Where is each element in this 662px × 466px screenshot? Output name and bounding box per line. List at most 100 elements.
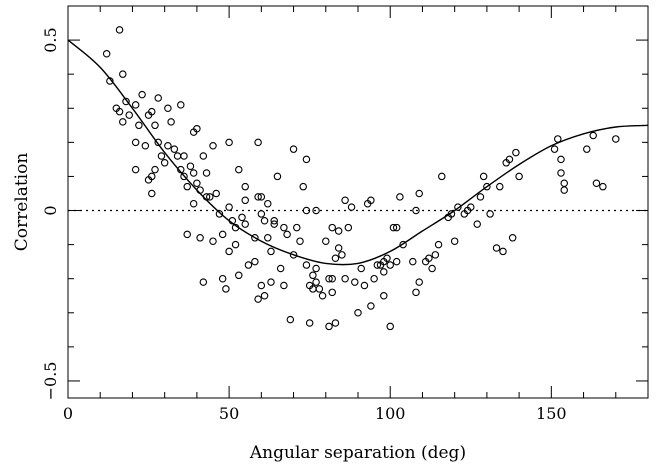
data-point xyxy=(115,26,124,34)
data-point xyxy=(131,138,140,147)
data-point xyxy=(267,278,275,286)
y-tick-label: −0.5 xyxy=(41,362,60,401)
axis-ticks xyxy=(67,6,648,398)
data-point xyxy=(193,179,201,188)
data-point xyxy=(225,203,233,211)
data-point xyxy=(331,319,340,327)
data-point xyxy=(438,172,446,181)
data-point xyxy=(154,138,162,147)
data-point xyxy=(328,288,336,297)
data-point xyxy=(209,142,217,150)
data-point xyxy=(196,234,204,242)
data-point xyxy=(122,97,130,106)
data-point xyxy=(264,199,272,208)
data-point xyxy=(189,169,198,177)
data-point xyxy=(151,165,159,174)
data-point xyxy=(428,264,436,273)
data-point xyxy=(148,189,156,198)
data-point xyxy=(318,291,327,300)
data-point xyxy=(515,172,523,181)
data-point xyxy=(396,193,404,201)
data-point xyxy=(496,182,504,191)
data-points xyxy=(102,26,620,331)
data-point xyxy=(386,322,394,331)
data-point xyxy=(251,257,259,266)
data-point xyxy=(512,148,520,157)
data-point xyxy=(241,196,249,205)
data-point xyxy=(312,206,320,215)
data-point xyxy=(344,223,353,232)
data-point xyxy=(260,291,269,300)
data-point xyxy=(505,155,514,164)
data-point xyxy=(328,274,336,283)
data-point xyxy=(415,278,423,286)
data-point xyxy=(476,193,485,201)
data-point xyxy=(331,254,340,262)
data-point xyxy=(196,186,204,194)
data-point xyxy=(148,172,156,181)
data-point xyxy=(260,216,269,225)
data-point xyxy=(309,271,317,280)
data-point xyxy=(380,291,388,300)
data-point xyxy=(225,247,233,256)
data-point xyxy=(370,274,378,283)
data-point xyxy=(202,169,211,177)
data-point xyxy=(550,145,559,153)
data-point xyxy=(154,94,162,102)
data-point xyxy=(254,295,262,303)
data-point xyxy=(612,135,620,143)
data-point xyxy=(293,223,301,232)
data-point xyxy=(148,107,156,116)
data-point xyxy=(257,281,266,290)
data-point xyxy=(389,223,398,232)
data-point xyxy=(334,227,343,235)
plot-frame xyxy=(67,5,649,399)
data-point xyxy=(425,254,433,262)
data-point xyxy=(354,309,362,317)
data-point xyxy=(177,165,185,174)
data-point xyxy=(357,264,365,273)
data-point xyxy=(270,216,278,225)
y-tick-label: 0.5 xyxy=(41,27,60,52)
data-point xyxy=(264,234,272,242)
data-point xyxy=(312,278,320,286)
data-point xyxy=(235,271,243,280)
data-point xyxy=(138,90,146,99)
data-point xyxy=(251,234,259,242)
data-point xyxy=(479,172,488,181)
tick-labels: 0 50 100 150−0.500.5 xyxy=(41,27,567,423)
data-point xyxy=(106,77,114,85)
data-point xyxy=(315,285,324,293)
data-point xyxy=(554,135,562,143)
data-point xyxy=(492,244,501,252)
data-point xyxy=(409,257,417,266)
data-point xyxy=(183,182,191,191)
data-point xyxy=(283,230,291,239)
data-point xyxy=(302,206,311,215)
data-point xyxy=(412,206,420,215)
data-point xyxy=(386,261,394,269)
data-point xyxy=(167,118,175,126)
data-point xyxy=(351,278,359,286)
data-point xyxy=(322,237,330,245)
data-point xyxy=(235,165,243,174)
data-point xyxy=(412,288,420,297)
data-point xyxy=(380,268,388,276)
x-tick-label: 150 xyxy=(536,404,567,423)
data-point xyxy=(186,162,195,170)
data-point xyxy=(218,230,227,239)
data-point xyxy=(367,196,375,205)
data-point xyxy=(177,101,185,109)
data-point xyxy=(157,152,166,160)
data-point xyxy=(483,182,491,191)
x-tick-label: 100 xyxy=(375,404,406,423)
x-tick-label: 0 xyxy=(63,404,73,423)
data-point xyxy=(434,240,443,249)
data-point xyxy=(215,210,224,218)
data-point xyxy=(557,155,565,164)
data-point xyxy=(222,285,230,293)
data-point xyxy=(119,70,127,78)
data-point xyxy=(270,220,278,228)
data-point xyxy=(338,251,346,259)
